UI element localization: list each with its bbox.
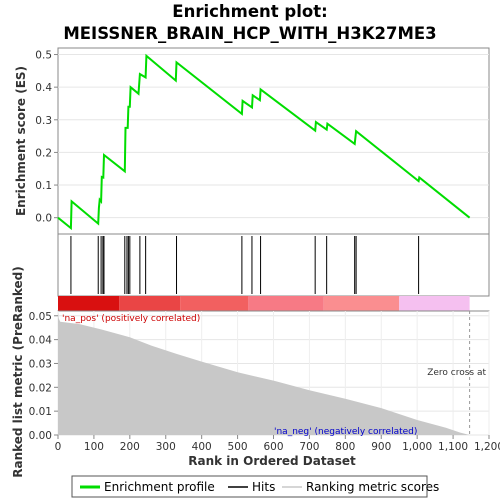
- metric-y-tick-label: 0.04: [29, 335, 53, 347]
- chart-title-line-1: Enrichment plot:: [172, 2, 327, 21]
- color-bar-segment: [58, 296, 120, 311]
- color-bar-segment: [180, 296, 249, 311]
- x-tick-label: 1,000: [402, 441, 432, 453]
- es-y-ticks: 0.0 0.1 0.2 0.3 0.4 0.5: [35, 50, 58, 225]
- ranking-metric-area: [58, 312, 470, 435]
- x-axis-label: Rank in Ordered Dataset: [188, 454, 356, 468]
- es-y-tick-label: 0.2: [35, 147, 52, 159]
- x-tick-label: 900: [371, 441, 391, 453]
- color-bar-segment: [323, 296, 400, 311]
- x-tick-label: 300: [156, 441, 176, 453]
- metric-y-tick-label: 0.02: [29, 382, 52, 394]
- x-tick-label: 400: [192, 441, 212, 453]
- metric-panel: Zero cross at 'na_pos' (positively corre…: [11, 266, 500, 478]
- x-tick-label: 100: [84, 441, 104, 453]
- x-tick-label: 500: [228, 441, 248, 453]
- hits-panel: [57, 233, 490, 297]
- color-bar-segment: [248, 296, 324, 311]
- hit-lines: [70, 236, 420, 294]
- enrichment-profile-line: [57, 53, 471, 231]
- x-tick-label: 1,200: [474, 441, 500, 453]
- negative-correlation-label: 'na_neg' (negatively correlated): [274, 427, 417, 437]
- es-y-tick-label: 0.0: [35, 213, 52, 225]
- es-y-tick-label: 0.1: [35, 180, 52, 192]
- es-panel-frame: [57, 47, 490, 235]
- metric-y-tick-label: 0.05: [29, 311, 52, 323]
- chart-title-line-2: MEISSNER_BRAIN_HCP_WITH_H3K27ME3: [63, 24, 436, 43]
- x-tick-label: 1,100: [438, 441, 468, 453]
- es-y-tick-label: 0.3: [35, 115, 52, 127]
- x-tick-label: 700: [299, 441, 319, 453]
- es-panel: 0.0 0.1 0.2 0.3 0.4 0.5 Enrichment score (ES): [14, 47, 490, 235]
- legend-hits-label: Hits: [252, 480, 275, 494]
- metric-y-tick-label: 0.00: [29, 430, 52, 442]
- es-y-tick-label: 0.5: [35, 50, 52, 62]
- x-tick-label: 600: [263, 441, 283, 453]
- legend-frame: [71, 475, 428, 498]
- metric-y-tick-label: 0.01: [29, 406, 52, 418]
- x-tick-label: 0: [55, 441, 62, 453]
- color-bar-segment: [399, 296, 470, 311]
- legend: Enrichment profile Hits Ranking metric s…: [71, 475, 439, 498]
- legend-ranking-label: Ranking metric scores: [306, 480, 439, 494]
- es-y-tick-label: 0.4: [35, 82, 52, 94]
- metric-x-ticks: 0 100 200 300 400 500 600 700 800 900 1,000 1,100 1,…: [55, 435, 500, 453]
- positive-correlation-label: 'na_pos' (positively correlated): [62, 314, 200, 324]
- metric-y-ticks: 0.00 0.01 0.02 0.03 0.04 0.05: [29, 311, 58, 442]
- es-y-axis-label: Enrichment score (ES): [14, 66, 28, 216]
- hits-panel-frame: [57, 233, 490, 297]
- legend-enrichment-label: Enrichment profile: [104, 480, 215, 494]
- metric-y-tick-label: 0.03: [29, 358, 52, 370]
- metric-y-axis-label: Ranked list metric (PreRanked): [11, 266, 25, 478]
- zero-cross-label: Zero cross at: [427, 368, 486, 378]
- x-tick-label: 800: [335, 441, 355, 453]
- rank-color-bar: [58, 296, 470, 311]
- x-tick-label: 200: [120, 441, 140, 453]
- color-bar-segment: [119, 296, 181, 311]
